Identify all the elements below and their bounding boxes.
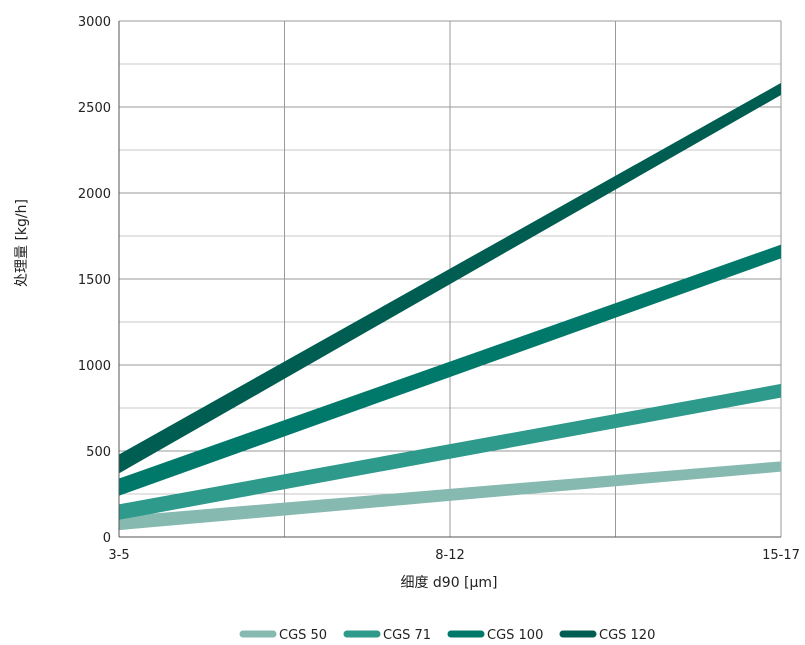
y-tick-label: 1500 [78, 273, 111, 288]
legend-label: CGS 100 [487, 628, 543, 643]
y-tick-label: 2000 [78, 187, 111, 202]
legend-label: CGS 50 [279, 628, 327, 643]
y-tick-label: 1000 [78, 359, 111, 374]
series-band-cgs-71 [119, 383, 781, 520]
y-tick-label: 500 [86, 445, 111, 460]
y-tick-label: 0 [103, 531, 111, 546]
axes: 0 500 1000 1500 2000 2500 3000 3-5 8-12 15-17 [78, 15, 800, 563]
legend: CGS 50 CGS 71 CGS 100 CGS 120 [239, 628, 655, 643]
x-tick-label: 8-12 [435, 548, 465, 563]
series-band-cgs-50 [119, 461, 781, 531]
y-axis-label: 处理量 [kg/h] [14, 199, 30, 287]
legend-label: CGS 120 [599, 628, 655, 643]
y-tick-label: 2500 [78, 101, 111, 116]
x-tick-label: 15-17 [762, 548, 800, 563]
x-tick-label: 3-5 [108, 548, 129, 563]
series-band-cgs-100 [119, 244, 781, 496]
series-layer [119, 82, 781, 531]
legend-label: CGS 71 [383, 628, 431, 643]
series-band-cgs-120 [119, 82, 781, 474]
y-tick-label: 3000 [78, 15, 111, 30]
x-axis-label: 细度 d90 [µm] [400, 575, 497, 591]
